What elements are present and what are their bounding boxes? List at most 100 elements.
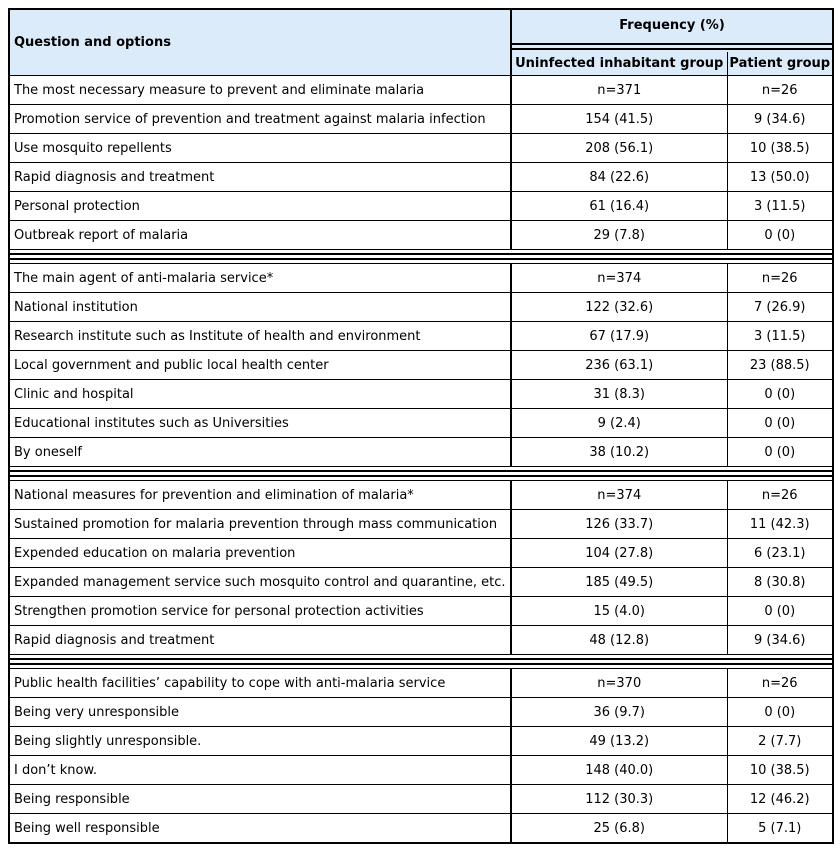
section-separator-row [8, 466, 834, 481]
double-rule [10, 470, 832, 477]
patient-value-cell: 0 (0) [726, 379, 834, 409]
uninfected-group-header: Uninfected inhabitant group [510, 51, 728, 76]
double-rule [10, 658, 832, 665]
uninfected-value-cell: n=370 [510, 668, 728, 698]
section-separator-row [8, 249, 834, 264]
question-cell: Rapid diagnosis and treatment [8, 625, 512, 655]
question-cell: Sustained promotion for malaria preventi… [8, 509, 512, 539]
section-separator-row [8, 654, 834, 669]
table-row: By oneself 38 (10.2) 0 (0) [8, 437, 834, 467]
patient-value-cell: 2 (7.7) [726, 726, 834, 756]
uninfected-value-cell: n=374 [510, 263, 728, 293]
table-row: Expended education on malaria prevention… [8, 538, 834, 568]
uninfected-value-cell: 122 (32.6) [510, 292, 728, 322]
question-cell: Expanded management service such mosquit… [8, 567, 512, 597]
patient-value-cell: 0 (0) [726, 596, 834, 626]
question-cell: Research institute such as Institute of … [8, 321, 512, 351]
table-body: The most necessary measure to prevent an… [8, 75, 834, 844]
question-cell: Personal protection [8, 191, 512, 221]
table-row: Being very unresponsible 36 (9.7) 0 (0) [8, 697, 834, 727]
frequency-header: Frequency (%) [510, 8, 834, 41]
patient-value-cell: 0 (0) [726, 408, 834, 438]
table-row: Promotion service of prevention and trea… [8, 104, 834, 134]
uninfected-value-cell: 38 (10.2) [510, 437, 728, 467]
patient-value-cell: 7 (26.9) [726, 292, 834, 322]
patient-value-cell: 12 (46.2) [726, 784, 834, 814]
patient-value-cell: 23 (88.5) [726, 350, 834, 380]
table-row: National institution 122 (32.6) 7 (26.9) [8, 292, 834, 322]
frequency-table: Question and options Frequency (%) Uninf… [8, 8, 834, 844]
question-cell: Use mosquito repellents [8, 133, 512, 163]
table-row: Rapid diagnosis and treatment 48 (12.8) 9 … [8, 625, 834, 655]
table-row: Being slightly unresponsible. 49 (13.2) 2 … [8, 726, 834, 756]
uninfected-value-cell: 185 (49.5) [510, 567, 728, 597]
uninfected-value-cell: 9 (2.4) [510, 408, 728, 438]
table-row: Educational institutes such as Universit… [8, 408, 834, 438]
question-cell: Strengthen promotion service for persona… [8, 596, 512, 626]
question-cell: I don’t know. [8, 755, 512, 785]
table-row: Sustained promotion for malaria preventi… [8, 509, 834, 539]
patient-value-cell: 0 (0) [726, 220, 834, 250]
uninfected-value-cell: 126 (33.7) [510, 509, 728, 539]
patient-value-cell: 9 (34.6) [726, 625, 834, 655]
uninfected-value-cell: 84 (22.6) [510, 162, 728, 192]
table-row: Clinic and hospital 31 (8.3) 0 (0) [8, 379, 834, 409]
table-row: Personal protection 61 (16.4) 3 (11.5) [8, 191, 834, 221]
patient-value-cell: 10 (38.5) [726, 755, 834, 785]
question-cell: Being very unresponsible [8, 697, 512, 727]
question-cell: Local government and public local health… [8, 350, 512, 380]
table-row: The most necessary measure to prevent an… [8, 75, 834, 105]
uninfected-value-cell: 236 (63.1) [510, 350, 728, 380]
header-row-groups: Uninfected inhabitant group Patient grou… [9, 51, 834, 76]
uninfected-value-cell: n=374 [510, 480, 728, 510]
table-row: Expanded management service such mosquit… [8, 567, 834, 597]
uninfected-value-cell: 112 (30.3) [510, 784, 728, 814]
question-cell: Public health facilities’ capability to … [8, 668, 512, 698]
uninfected-value-cell: 36 (9.7) [510, 697, 728, 727]
question-cell: Clinic and hospital [8, 379, 512, 409]
header-separator-row [9, 40, 834, 52]
table-row: Outbreak report of malaria 29 (7.8) 0 (0) [8, 220, 834, 250]
uninfected-value-cell: 104 (27.8) [510, 538, 728, 568]
table-row: National measures for prevention and eli… [8, 480, 834, 510]
uninfected-value-cell: 15 (4.0) [510, 596, 728, 626]
question-cell: By oneself [8, 437, 512, 467]
table-row: Being well responsible 25 (6.8) 5 (7.1) [8, 813, 834, 844]
table-header: Question and options Frequency (%) Uninf… [8, 8, 834, 76]
patient-value-cell: 0 (0) [726, 437, 834, 467]
question-cell: Rapid diagnosis and treatment [8, 162, 512, 192]
uninfected-value-cell: 49 (13.2) [510, 726, 728, 756]
section-separator-cell [8, 654, 834, 669]
question-cell: National institution [8, 292, 512, 322]
patient-value-cell: n=26 [726, 480, 834, 510]
uninfected-value-cell: 208 (56.1) [510, 133, 728, 163]
question-cell: Being well responsible [8, 813, 512, 844]
patient-value-cell: 3 (11.5) [726, 321, 834, 351]
patient-value-cell: n=26 [726, 263, 834, 293]
table-row: Public health facilities’ capability to … [8, 668, 834, 698]
question-cell: Promotion service of prevention and trea… [8, 104, 512, 134]
patient-group-header: Patient group [726, 51, 834, 76]
uninfected-value-cell: 154 (41.5) [510, 104, 728, 134]
header-separator-cell [510, 40, 834, 52]
table-row: Strengthen promotion service for persona… [8, 596, 834, 626]
uninfected-value-cell: 31 (8.3) [510, 379, 728, 409]
question-cell: Expended education on malaria prevention [8, 538, 512, 568]
header-row-frequency: Question and options Frequency (%) [8, 8, 834, 76]
patient-value-cell: 13 (50.0) [726, 162, 834, 192]
question-and-options-header: Question and options [8, 8, 512, 76]
question-cell: Outbreak report of malaria [8, 220, 512, 250]
patient-value-cell: 11 (42.3) [726, 509, 834, 539]
section-separator-cell [8, 466, 834, 481]
double-rule [512, 42, 832, 50]
question-cell: Educational institutes such as Universit… [8, 408, 512, 438]
uninfected-value-cell: 29 (7.8) [510, 220, 728, 250]
question-cell: National measures for prevention and eli… [8, 480, 512, 510]
question-cell: Being slightly unresponsible. [8, 726, 512, 756]
uninfected-value-cell: 25 (6.8) [510, 813, 728, 844]
patient-value-cell: 8 (30.8) [726, 567, 834, 597]
patient-value-cell: 3 (11.5) [726, 191, 834, 221]
patient-value-cell: n=26 [726, 75, 834, 105]
uninfected-value-cell: 48 (12.8) [510, 625, 728, 655]
question-cell: The most necessary measure to prevent an… [8, 75, 512, 105]
